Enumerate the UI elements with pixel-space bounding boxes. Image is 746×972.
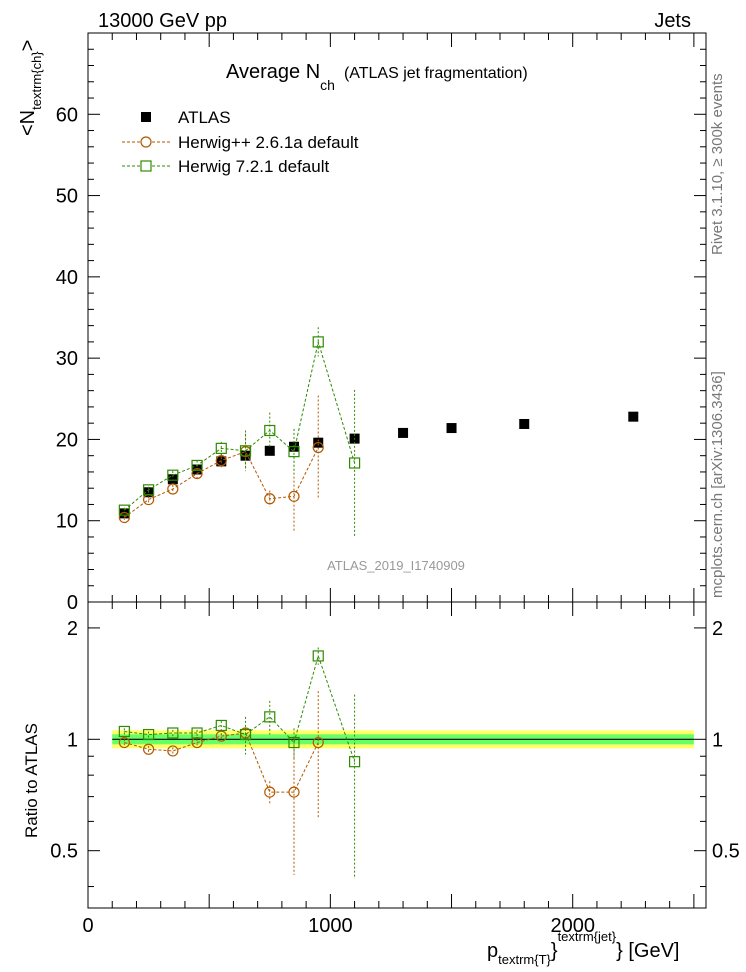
main-panel: 0 10 20 30 40 50 60 Average Nch(ATLAS jet frag… — [17, 32, 707, 614]
process-tag: Jets — [654, 10, 691, 32]
data-point — [348, 457, 361, 469]
ratio-ytick-label: 1 — [67, 729, 78, 751]
legend-label-herwigpp: Herwig++ 2.6.1a default — [178, 133, 359, 152]
data-point — [264, 711, 276, 723]
legend-label-herwig7: Herwig 7.2.1 default — [178, 157, 329, 176]
data-point — [142, 743, 155, 755]
data-point — [312, 736, 324, 749]
data-point — [348, 756, 361, 768]
ratio-ytick-label: 0.5 — [50, 841, 78, 863]
mcplots-note: mcplots.cern.ch [arXiv:1306.3436] — [709, 371, 726, 598]
ratio-ytick-label-right: 0.5 — [712, 841, 740, 863]
data-point — [288, 736, 300, 749]
data-point — [215, 454, 227, 467]
data-point — [142, 493, 155, 506]
data-point — [264, 786, 276, 798]
data-point — [239, 445, 252, 457]
series-line-herwig7-ratio — [124, 654, 356, 762]
ratio-ytick-label-right: 1 — [712, 729, 723, 751]
legend-marker-herwigpp — [140, 136, 152, 148]
data-point — [398, 427, 409, 438]
data-point — [167, 469, 179, 481]
data-point — [264, 424, 276, 437]
ratio-frame — [87, 601, 707, 909]
data-point — [142, 728, 155, 741]
main-ytick-label: 10 — [56, 511, 78, 533]
ratio-panel: 0.5 0.5 1 1 2 2 0 1000 2000 Ratio to ATLAS ptex… — [22, 601, 740, 967]
data-point — [191, 736, 203, 749]
ratio-xtick-label: 0 — [82, 915, 93, 937]
main-ylabel: <Ntextrm{ch}> — [17, 40, 44, 136]
main-ytick-label: 50 — [56, 186, 78, 208]
data-point — [288, 490, 300, 502]
legend-marker-atlas — [141, 112, 151, 122]
rivet-note: Rivet 3.1.10, ≥ 300k events — [709, 73, 726, 255]
data-point — [288, 786, 300, 798]
data-point — [191, 459, 203, 472]
main-ytick-label: 40 — [56, 267, 78, 289]
main-ytick-label: 20 — [56, 429, 78, 451]
data-point — [167, 745, 179, 757]
analysis-watermark: ATLAS_2019_I1740909 — [327, 558, 465, 573]
data-point — [628, 411, 639, 422]
ratio-ytick-label: 2 — [67, 618, 78, 640]
series-line-herwig7 — [124, 339, 356, 511]
data-point — [167, 483, 179, 495]
ratio-xtick-label: 1000 — [308, 915, 353, 937]
main-ytick-label: 0 — [67, 592, 78, 614]
data-point — [142, 484, 155, 496]
data-point — [312, 441, 324, 454]
data-point — [191, 727, 203, 739]
main-ytick-label: 60 — [56, 104, 78, 126]
data-point — [264, 493, 276, 505]
data-point — [119, 508, 130, 519]
data-point — [312, 336, 324, 348]
data-point — [167, 727, 179, 739]
legend-marker-herwig7 — [140, 160, 152, 172]
main-ytick-label: 30 — [56, 348, 78, 370]
ratio-ytick-label-right: 2 — [712, 618, 723, 640]
data-point — [519, 418, 530, 429]
data-point — [239, 728, 252, 741]
data-point — [312, 650, 324, 662]
data-point — [118, 736, 130, 749]
data-point — [446, 423, 457, 434]
data-point — [264, 445, 275, 456]
ratio-xtick-label: 2000 — [550, 915, 595, 937]
data-point — [288, 446, 300, 458]
data-point — [215, 442, 227, 454]
chart-title: Average Nch(ATLAS jet fragmentation) — [226, 61, 528, 93]
series-line-herwigpp-ratio — [124, 732, 319, 793]
data-point — [118, 504, 130, 516]
data-point — [215, 719, 227, 732]
legend-label-atlas: ATLAS — [178, 108, 231, 127]
x-axis-label: ptextrm{T}}textrm{jet}} [GeV] — [487, 929, 679, 967]
data-point — [118, 725, 130, 738]
ratio-ylabel: Ratio to ATLAS — [22, 723, 41, 838]
beam-label: 13000 GeV pp — [98, 10, 227, 32]
legend: ATLAS Herwig++ 2.6.1a default Herwig 7.2… — [122, 108, 359, 176]
data-point — [215, 730, 227, 742]
series-line-herwigpp — [124, 447, 319, 518]
data-point — [118, 511, 130, 524]
